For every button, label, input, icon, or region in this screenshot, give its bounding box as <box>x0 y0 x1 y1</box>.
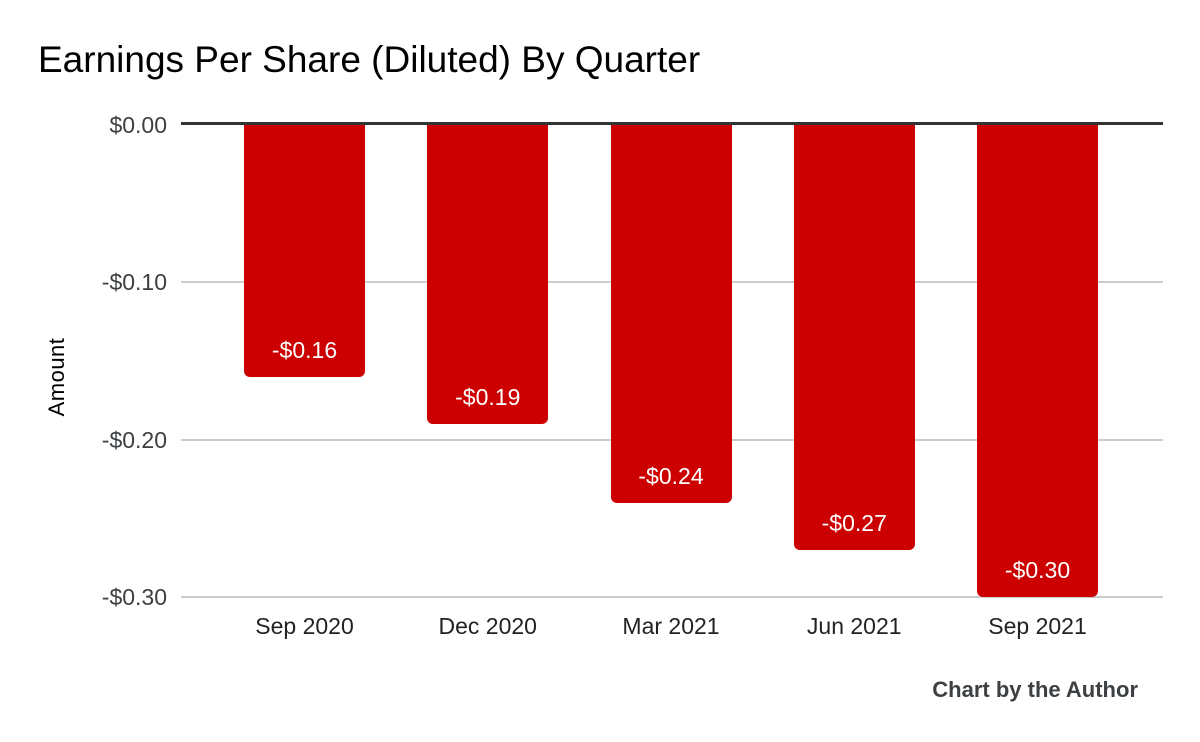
bar-value-label: -$0.16 <box>271 336 338 363</box>
chart-credit: Chart by the Author <box>932 677 1138 702</box>
bar-mar-2021: -$0.24 <box>610 125 732 503</box>
bar-value-label: -$0.30 <box>1004 557 1071 583</box>
bar-sep-2020: -$0.16 <box>244 125 365 377</box>
y-tick-label: -$0.20 <box>101 426 167 453</box>
x-category-label: Jun 2021 <box>806 613 902 639</box>
y-tick-label: -$0.30 <box>101 584 167 610</box>
y-tick-label: $0.00 <box>109 112 167 138</box>
x-category-label: Mar 2021 <box>622 613 720 639</box>
y-tick-label: -$0.10 <box>101 269 167 296</box>
x-category-label: Dec 2020 <box>438 613 537 639</box>
bar-value-label: -$0.19 <box>455 383 521 410</box>
x-axis-baseline <box>181 122 1163 125</box>
x-category-label: Sep 2021 <box>988 613 1087 639</box>
y-axis-tick-labels: $0.00 -$0.10 -$0.20 -$0.30 <box>0 112 167 610</box>
plot-area: -$0.16 Sep 2020 -$0.19 Dec 2020 -$0.24 Mar 20… <box>181 122 1163 639</box>
chart-title: Earnings Per Share (Diluted) By Quarter <box>38 39 701 80</box>
bar-dec-2020: -$0.19 <box>427 125 549 424</box>
bar-value-label: -$0.24 <box>638 462 704 489</box>
x-category-label: Sep 2020 <box>255 613 354 639</box>
bar-jun-2021: -$0.27 <box>793 125 915 550</box>
bar-sep-2021: -$0.30 <box>977 125 1098 597</box>
bar-value-label: -$0.27 <box>821 509 887 536</box>
gridline <box>181 596 1163 598</box>
